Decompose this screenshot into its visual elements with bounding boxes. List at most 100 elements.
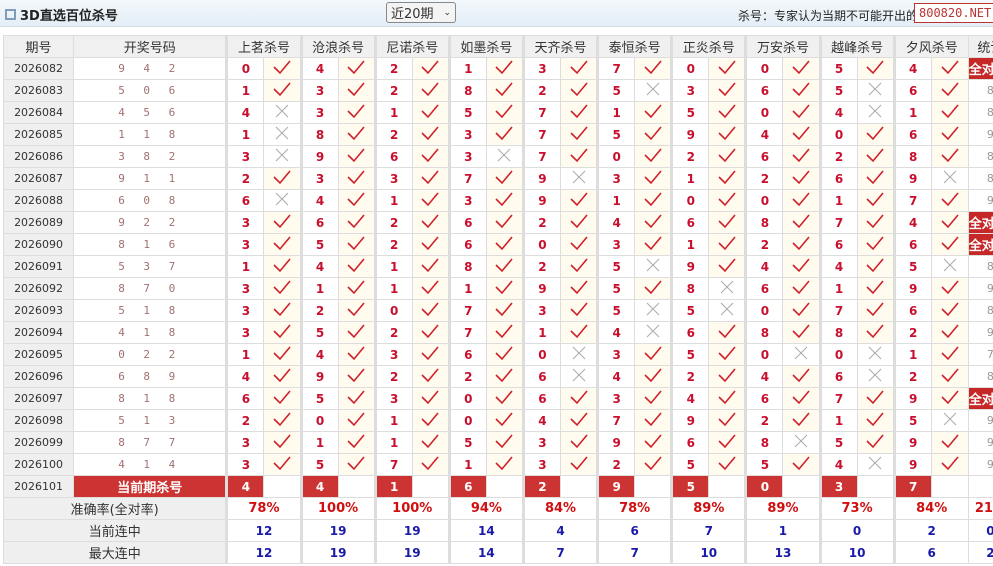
issue-cell: 2026085: [2, 123, 75, 146]
check-icon: [782, 233, 821, 256]
issue-cell: 2026091: [2, 255, 75, 278]
check-icon: [708, 365, 747, 388]
check-icon: [411, 365, 450, 388]
kill-number: 6: [892, 233, 932, 256]
kill-number: 4: [818, 101, 858, 124]
check-icon: [634, 233, 673, 256]
kill-number: 2: [225, 409, 265, 432]
kill-number: 7: [818, 299, 858, 322]
kill-number: 6: [225, 189, 265, 212]
header-expert[interactable]: 夕风杀号: [892, 35, 969, 58]
check-icon: [495, 456, 514, 471]
check-icon: [411, 145, 450, 168]
kill-number: 9: [670, 123, 710, 146]
check-icon: [411, 167, 450, 190]
kill-number: 2: [373, 123, 413, 146]
summary-value: 7: [521, 541, 599, 564]
kill-number: 2: [892, 321, 932, 344]
kill-number: 5: [818, 431, 858, 454]
kill-number: 2: [818, 145, 858, 168]
check-icon: [495, 390, 514, 405]
period-select[interactable]: 近20期 ⌄: [386, 2, 456, 23]
header-expert[interactable]: 越峰杀号: [818, 35, 895, 58]
summary-value: 6: [892, 541, 969, 564]
header-expert[interactable]: 正炎杀号: [670, 35, 747, 58]
draw-numbers: 8 1 6: [73, 233, 228, 256]
header-expert[interactable]: 天齐杀号: [521, 35, 599, 58]
check-icon: [708, 453, 747, 476]
kill-number: 6: [744, 387, 784, 410]
kill-number: 3: [373, 167, 413, 190]
kill-number: 1: [225, 123, 265, 146]
check-icon: [337, 299, 376, 322]
stat-cell: 7: [967, 343, 993, 366]
stat-cell: 8: [967, 167, 993, 190]
cross-icon: [794, 434, 808, 448]
kill-number: 3: [299, 79, 339, 102]
kill-number: 5: [299, 387, 339, 410]
header-expert[interactable]: 如墨杀号: [447, 35, 524, 58]
check-icon: [644, 434, 662, 449]
header-expert[interactable]: 上茗杀号: [225, 35, 302, 58]
header-expert[interactable]: 沧浪杀号: [299, 35, 376, 58]
check-icon: [634, 189, 673, 212]
kill-number: 2: [373, 365, 413, 388]
issue-cell: 2026083: [2, 79, 75, 102]
kill-number: 2: [744, 409, 784, 432]
cross-icon: [498, 148, 511, 162]
stat-cell: 全对: [967, 57, 993, 80]
check-icon: [708, 387, 747, 410]
kill-number: 3: [225, 277, 265, 300]
check-icon: [263, 409, 302, 432]
kill-number: 3: [596, 167, 636, 190]
kill-number: 1: [447, 453, 487, 476]
kill-number: 5: [670, 343, 710, 366]
kill-number: 4: [299, 189, 339, 212]
summary-value: 19: [299, 541, 376, 564]
check-icon: [718, 60, 736, 75]
check-icon: [485, 233, 524, 256]
kill-number: 7: [818, 387, 858, 410]
check-icon: [792, 280, 810, 295]
current-kill-number: 0: [744, 475, 784, 498]
kill-number: 2: [521, 211, 562, 234]
check-icon: [569, 280, 588, 295]
check-icon: [560, 277, 599, 300]
cross-icon: [634, 79, 673, 102]
check-icon: [421, 324, 439, 339]
header-expert[interactable]: 泰恒杀号: [596, 35, 673, 58]
kill-number: 1: [373, 409, 413, 432]
check-icon: [941, 280, 959, 295]
empty-cell: [634, 475, 673, 498]
cross-icon: [708, 299, 747, 322]
summary-value: 100%: [373, 497, 450, 520]
check-icon: [411, 277, 450, 300]
header-expert[interactable]: 尼诺杀号: [373, 35, 450, 58]
kill-number: 5: [818, 57, 858, 80]
check-icon: [485, 123, 524, 146]
check-icon: [782, 79, 821, 102]
check-icon: [930, 211, 969, 234]
check-icon: [634, 387, 673, 410]
kill-number: 0: [744, 299, 784, 322]
cross-icon: [485, 145, 524, 168]
check-icon: [644, 192, 662, 207]
check-icon: [718, 192, 736, 207]
kill-number: 2: [373, 321, 413, 344]
check-icon: [411, 321, 450, 344]
empty-cell: [485, 475, 524, 498]
kill-number: 3: [225, 145, 265, 168]
issue-cell: 2026099: [2, 431, 75, 454]
check-icon: [644, 236, 662, 251]
check-icon: [718, 126, 736, 141]
kill-number: 3: [447, 189, 487, 212]
check-icon: [560, 431, 599, 454]
check-icon: [782, 321, 821, 344]
kill-number: 4: [892, 211, 932, 234]
header-expert[interactable]: 万安杀号: [744, 35, 821, 58]
kill-number: 2: [892, 365, 932, 388]
check-icon: [569, 302, 588, 317]
